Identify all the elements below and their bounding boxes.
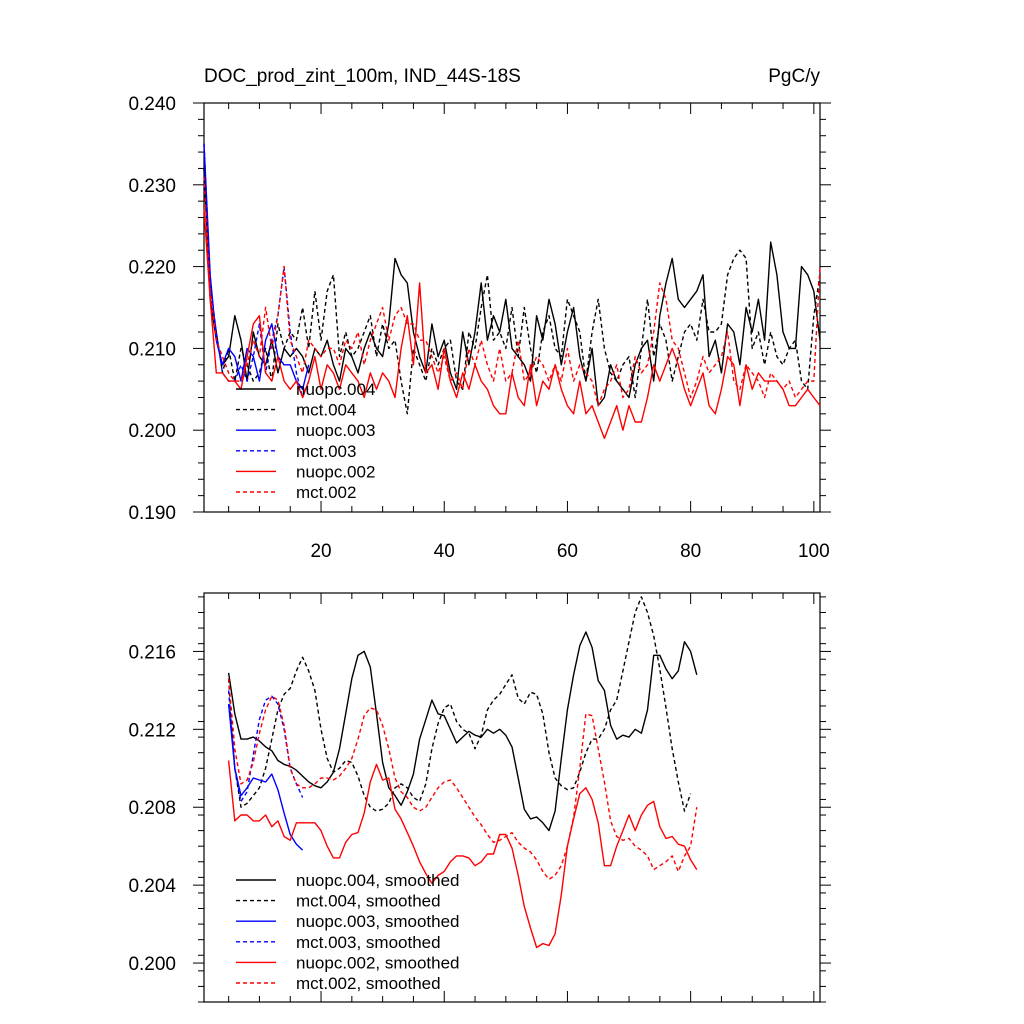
p2-legend-label-mct-004-smoothed: mct.004, smoothed <box>296 892 441 911</box>
p2-series-nuopc-002-smoothed <box>227 760 698 949</box>
p2-y-tick-label: 0.212 <box>128 720 176 741</box>
p1-plot-frame <box>203 102 821 513</box>
p1-legend-label-nuopc-004: nuopc.004 <box>296 380 375 399</box>
top-panel: 20 40 60 80 100 0.190 0.200 0.210 0.220 0.230 0.24… <box>128 94 831 562</box>
p2-legend-label-nuopc-002-smoothed: nuopc.002, smoothed <box>296 953 460 972</box>
chart-units: PgC/y <box>768 66 820 87</box>
p2-plot-frame <box>203 592 821 1003</box>
p1-series-mct-002 <box>203 176 821 407</box>
chart-title: DOC_prod_zint_100m, IND_44S-18S <box>204 66 521 87</box>
p1-x-tick-label: 20 <box>310 541 331 562</box>
p2-y-tick-label: 0.216 <box>128 642 176 663</box>
p1-x-tick-label: 40 <box>434 541 455 562</box>
p1-y-tick-label: 0.200 <box>128 421 176 442</box>
p1-x-tick-label: 80 <box>680 541 701 562</box>
p1-y-tick-label: 0.210 <box>128 339 176 360</box>
p1-y-tick-label: 0.190 <box>128 503 176 524</box>
p1-series-nuopc-003 <box>203 143 310 390</box>
p1-legend-label-mct-002: mct.002 <box>296 483 356 502</box>
p1-y-tick-label: 0.230 <box>128 176 176 197</box>
p2-legend-label-mct-003-smoothed: mct.003, smoothed <box>296 933 441 952</box>
p2-series-nuopc-003-smoothed <box>227 703 304 851</box>
p2-y-tick-label: 0.200 <box>128 954 176 975</box>
p1-x-tick-label: 100 <box>798 541 830 562</box>
bottom-panel: 0.200 0.204 0.208 0.212 0.216 nuopc.004, smoo… <box>128 592 831 1003</box>
p1-x-tick-label: 60 <box>557 541 578 562</box>
p1-legend-label-nuopc-003: nuopc.003 <box>296 421 375 440</box>
p1-series-mct-004 <box>203 168 821 415</box>
p2-series-mct-002-smoothed <box>227 678 698 880</box>
p1-series-nuopc-004 <box>203 168 821 407</box>
p1-y-tick-label: 0.220 <box>128 258 176 279</box>
p1-y-tick-label: 0.240 <box>128 94 176 115</box>
p1-series-mct-003 <box>203 143 310 399</box>
p2-series-nuopc-004-smoothed <box>227 631 698 832</box>
p2-legend-label-mct-002-smoothed: mct.002, smoothed <box>296 974 441 993</box>
p1-legend-label-mct-003: mct.003 <box>296 442 356 461</box>
p2-series-mct-004-smoothed <box>227 596 692 812</box>
p2-y-tick-label: 0.208 <box>128 798 176 819</box>
p2-legend-label-nuopc-004-smoothed: nuopc.004, smoothed <box>296 871 460 890</box>
p2-series-mct-003-smoothed <box>227 690 304 803</box>
p2-legend-label-nuopc-003-smoothed: nuopc.003, smoothed <box>296 912 460 931</box>
p1-legend-label-mct-004: mct.004 <box>296 401 356 420</box>
p2-y-tick-label: 0.204 <box>128 876 176 897</box>
p1-legend-label-nuopc-002: nuopc.002 <box>296 462 375 481</box>
